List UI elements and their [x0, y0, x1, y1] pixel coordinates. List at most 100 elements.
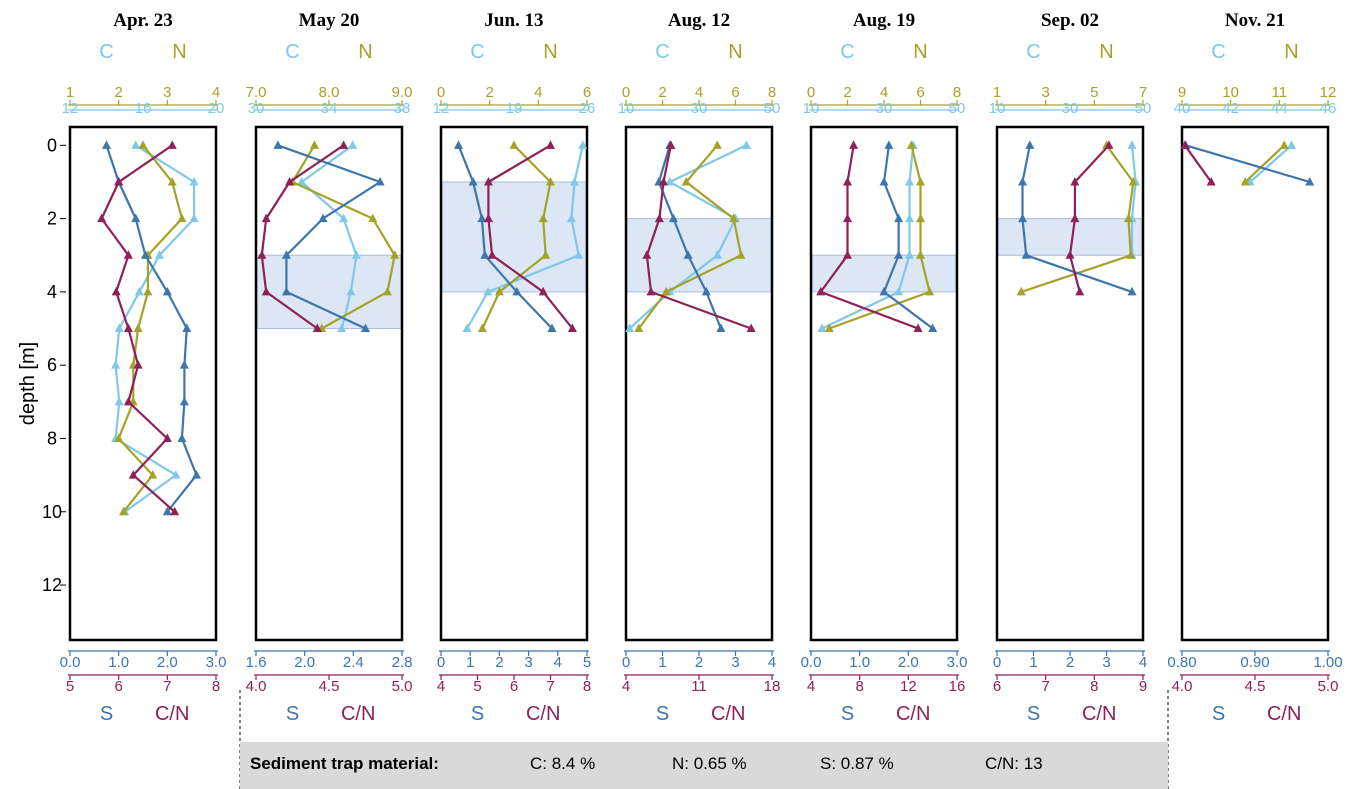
axis-tick-label: 9 — [1139, 678, 1147, 695]
axis-tick-label: 18 — [764, 678, 781, 695]
axis-tick-label: 11 — [691, 678, 707, 695]
top-label-n: N — [543, 41, 557, 63]
data-point-s — [179, 360, 189, 369]
y-tick-label: 6 — [47, 355, 57, 375]
axis-tick-label: 16 — [949, 678, 966, 695]
panel-3: Jun. 13C N0 2 4 612 19 260 1 2 3 4 54 5 6 7 8S C/N — [433, 10, 596, 725]
top-label-c: C — [470, 41, 484, 63]
axis-tick-label: 4 — [554, 654, 562, 671]
panel-frame — [68, 125, 218, 642]
data-point-s — [454, 140, 464, 149]
top-label-n: N — [728, 41, 742, 63]
bottom-label-s: S — [656, 703, 669, 725]
data-point-s — [468, 176, 478, 186]
data-point-c — [741, 140, 751, 149]
data-point-n — [1016, 286, 1026, 296]
bottom-label-cn: C/N — [341, 703, 375, 725]
axis-tick-label: 2 — [485, 84, 493, 101]
axis-tick-label: 2 — [695, 654, 703, 671]
data-point-c — [134, 286, 144, 296]
data-point-n — [143, 286, 153, 296]
data-point-s — [192, 470, 202, 479]
axis-tick-label: 1 — [993, 84, 1001, 101]
data-point-n — [916, 250, 925, 259]
data-point-s — [683, 250, 693, 259]
sediment-trap-cn: C/N: 13 — [985, 754, 1043, 773]
panel-title: Apr. 23 — [113, 10, 172, 31]
data-point-c — [905, 250, 915, 259]
axis-tick-label: 4 — [807, 678, 815, 695]
data-point-s — [1127, 286, 1137, 296]
axis-tick-label: 4 — [695, 84, 703, 101]
data-point-n — [148, 470, 158, 479]
panel-4: Aug. 12 C N 0 2 4 6 8 10 30 50 0 1 2 3 4 4 11 18 S C/N — [618, 10, 781, 725]
axis-tick-label: 5 — [1090, 84, 1098, 101]
data-point-cn — [261, 213, 271, 223]
y-tick-label: 0 — [47, 135, 57, 155]
axis-tick-label: 40 — [1174, 100, 1191, 117]
axis-tick-label: 2 — [658, 84, 666, 101]
data-point-cn — [538, 286, 548, 296]
axis-tick-label: 5 — [583, 654, 591, 671]
bottom-label-s: S — [1027, 703, 1040, 725]
series-line-n — [1244, 144, 1285, 183]
top-label-c: C — [1026, 41, 1040, 63]
data-point-cn — [843, 250, 852, 259]
bottom-label-s: S — [100, 703, 113, 725]
axis-tick-label: 3.0 — [206, 654, 227, 671]
data-point-cn — [133, 360, 143, 369]
data-point-cn — [843, 176, 852, 186]
axis-tick-label: 7.0 — [246, 84, 267, 101]
bottom-label-cn: C/N — [526, 703, 560, 725]
axis-tick-label: 20 — [208, 100, 225, 117]
data-point-cn — [170, 506, 180, 516]
panel-1: Apr. 23C N1 2 3 412 16 200.0 1.0 2.0 3.05 6 7 8S C/N — [60, 10, 227, 725]
series-line-cn — [1184, 144, 1213, 183]
series-line-c — [1130, 145, 1137, 256]
data-point-s — [668, 213, 678, 223]
data-point-n — [477, 323, 487, 333]
data-point-s — [1305, 176, 1315, 186]
series-line-s — [277, 144, 382, 330]
axis-tick-label: 1.00 — [1313, 654, 1342, 671]
data-point-c — [348, 140, 358, 149]
axis-tick-label: 8.0 — [319, 84, 340, 101]
panel-title: May 20 — [299, 10, 360, 31]
data-point-s — [281, 250, 291, 259]
top-label-c: C — [285, 41, 299, 63]
axis-tick-label: 30 — [1062, 100, 1079, 117]
series-line-s — [657, 144, 722, 329]
axis-tick-label: 2.0 — [294, 654, 315, 671]
axis-tick-label: 7 — [1041, 678, 1049, 695]
axis-tick-label: 8 — [768, 84, 776, 101]
data-point-n — [1279, 140, 1289, 149]
data-point-cn — [1065, 250, 1075, 259]
data-point-cn — [1070, 213, 1080, 223]
axis-tick-label: 4 — [212, 84, 220, 101]
axis-tick-label: 26 — [579, 100, 596, 117]
series-line-c — [821, 145, 915, 330]
axis-tick-label: 30 — [876, 100, 893, 117]
panel-title: Jun. 13 — [484, 10, 543, 31]
axis-tick-label: 5.0 — [392, 678, 413, 695]
axis-tick-label: 2 — [843, 84, 851, 101]
axis-tick-label: 0 — [993, 654, 1001, 671]
data-point-s — [928, 323, 938, 333]
data-point-cn — [1104, 140, 1114, 149]
axis-tick-label: 1.0 — [108, 654, 129, 671]
axis-tick-label: 2 — [1066, 654, 1074, 671]
data-point-n — [906, 140, 916, 149]
data-point-c — [171, 470, 181, 479]
data-point-cn — [546, 140, 555, 149]
axis-tick-label: 9.0 — [392, 84, 413, 101]
data-point-n — [1128, 176, 1138, 186]
data-point-cn — [312, 323, 322, 333]
top-label-n: N — [1099, 41, 1113, 63]
axis-tick-label: 8 — [855, 678, 863, 695]
data-point-c — [665, 176, 675, 186]
axis-tick-label: 4 — [622, 678, 630, 695]
data-point-s — [884, 140, 894, 149]
data-point-c — [337, 323, 347, 333]
series-line-s — [457, 144, 553, 330]
data-point-s — [1018, 176, 1028, 186]
